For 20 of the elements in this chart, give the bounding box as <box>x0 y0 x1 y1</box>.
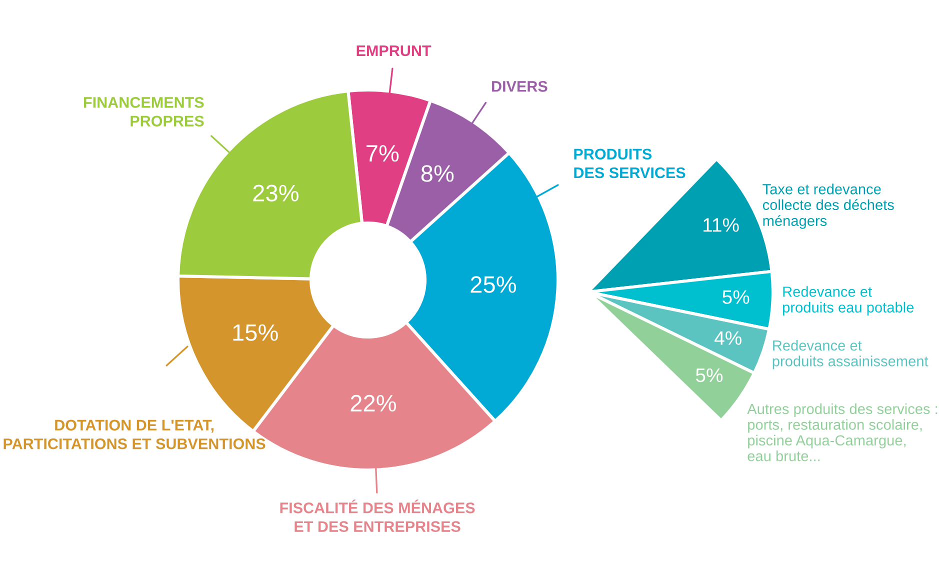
slice-label: EMPRUNT <box>356 45 432 56</box>
slice-label: Taxe et redevance collecte des déchets ménagers <box>762 184 894 229</box>
slice-label: PRODUITS DES SERVICES <box>574 148 686 178</box>
slice-label: FISCALITÉ DES MÉNAGES ET DES ENTREPRISES <box>280 500 475 532</box>
slice-label: DOTATION DE L'ETAT, PARTICITATIONS ET SUBVENTIONS <box>4 420 266 450</box>
slice-label: Autres produits des services : ports, restauration scolaire, piscine Aqua-Camargue, eau brute... <box>747 403 938 462</box>
data-label: 5% <box>696 368 723 382</box>
data-label: 4% <box>714 331 742 345</box>
slice-label: Redevance et produits assainissement <box>772 340 928 370</box>
data-label: 11% <box>704 218 739 232</box>
slice-label: Redevance et produits eau potable <box>782 286 914 316</box>
slice-label: FINANCEMENTS PROPRES <box>84 97 204 127</box>
data-label: 15% <box>233 324 278 341</box>
data-label: 7% <box>366 145 399 162</box>
data-label: 5% <box>722 290 750 304</box>
data-label: 22% <box>350 394 396 412</box>
slice-label: DIVERS <box>492 81 548 92</box>
data-label: 23% <box>253 184 298 202</box>
data-label: 8% <box>421 165 454 182</box>
data-label: 25% <box>470 276 516 293</box>
